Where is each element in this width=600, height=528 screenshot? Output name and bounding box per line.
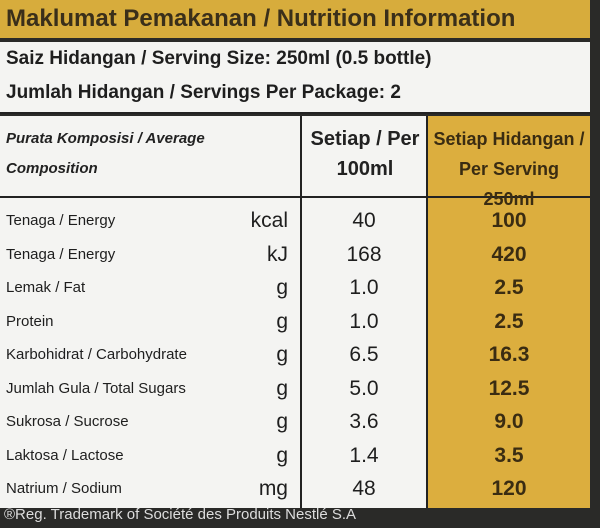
column-header: Purata Komposisi / Average Composition: [6, 130, 205, 177]
column-header: Setiap / Per 100ml: [310, 128, 420, 180]
per-100ml: 6.5: [349, 343, 379, 366]
unit: g: [276, 343, 288, 366]
nutrient-name: Tenaga / Energy: [6, 212, 116, 229]
nutrient-name: Protein: [6, 312, 54, 330]
unit: g: [276, 309, 288, 333]
unit: mg: [258, 477, 288, 500]
unit: kJ: [267, 242, 288, 266]
serving-size: Saiz Hidangan / Serving Size: 250ml (0.5…: [6, 48, 432, 69]
servings-per-package: Jumlah Hidangan / Servings Per Package: …: [6, 82, 401, 103]
unit: g: [276, 276, 288, 299]
per100-column: [300, 116, 428, 508]
footer: ®Reg. Trademark of Société des Produits …: [4, 506, 357, 523]
per-100ml: 40: [352, 209, 376, 232]
column-header: Setiap Hidangan / Per Serving 250ml: [433, 129, 585, 209]
header-rule: [0, 196, 590, 198]
per-100ml: 1.4: [349, 443, 379, 467]
unit: g: [276, 410, 288, 433]
per-serving: 420: [491, 242, 527, 266]
nutrient-name: Lemak / Fat: [6, 279, 86, 296]
per-serving: 120: [491, 477, 527, 500]
nutrient-name: Laktosa / Lactose: [6, 446, 124, 464]
per-100ml: 168: [346, 242, 382, 266]
per-serving: 16.3: [488, 343, 530, 366]
per-serving: 2.5: [494, 309, 524, 333]
per-serving: 12.5: [488, 376, 530, 400]
serving-column-bg: [428, 116, 590, 508]
unit: g: [276, 443, 288, 467]
per-100ml: 5.0: [349, 376, 379, 400]
unit: g: [276, 376, 288, 400]
nutrient-name: Karbohidrat / Carbohydrate: [6, 346, 187, 363]
serving-info: Saiz Hidangan / Serving Size: 250ml (0.5…: [0, 42, 590, 114]
nutrient-name: Natrium / Sodium: [6, 480, 122, 497]
per-100ml: 1.0: [349, 276, 379, 299]
per-serving: 9.0: [494, 410, 524, 433]
per-serving: 100: [491, 209, 527, 232]
nutrient-name: Tenaga / Energy: [6, 245, 116, 263]
nutrition-table: Purata Komposisi / Average Composition S…: [0, 116, 590, 508]
title: Maklumat Pemakanan / Nutrition Informati…: [0, 0, 590, 38]
nutrient-name: Sukrosa / Sucrose: [6, 413, 129, 430]
per-100ml: 48: [352, 477, 376, 500]
per-100ml: 3.6: [349, 410, 379, 433]
per-serving: 2.5: [494, 276, 524, 299]
per-100ml: 1.0: [349, 309, 379, 333]
unit: kcal: [250, 209, 288, 232]
per-serving: 3.5: [494, 443, 524, 467]
nutrient-name: Jumlah Gula / Total Sugars: [6, 379, 186, 397]
